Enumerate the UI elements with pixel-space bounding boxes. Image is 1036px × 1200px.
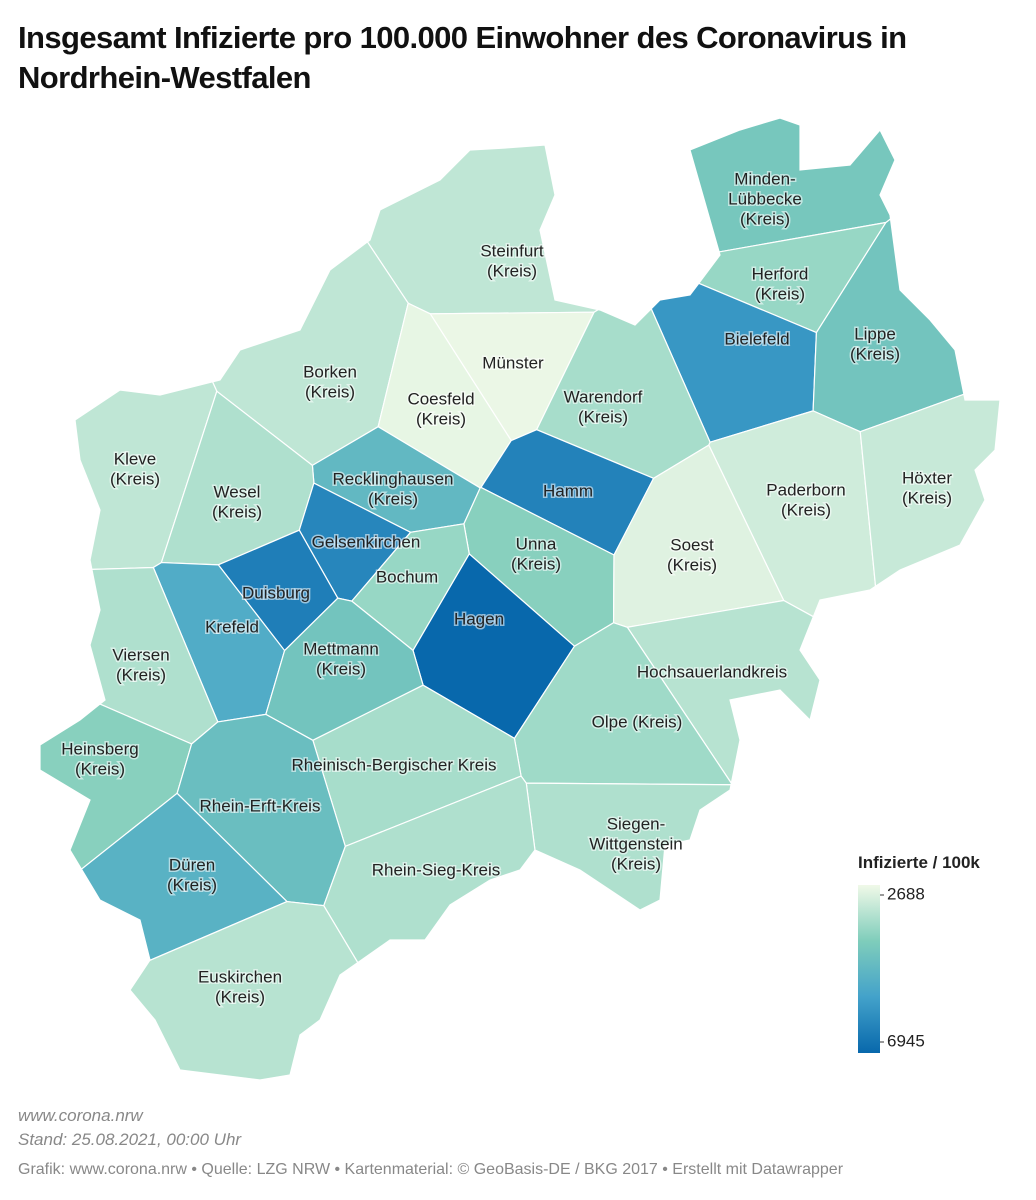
region-label: Wittgenstein [589, 834, 683, 853]
region-label: (Kreis) [902, 488, 952, 507]
region-label: Hamm [543, 481, 593, 500]
region-label: Hochsauerlandkreis [637, 662, 787, 681]
region-label: (Kreis) [487, 261, 537, 280]
legend-label: 2688 [887, 884, 925, 903]
region-label: Duisburg [242, 583, 310, 602]
region-label: (Kreis) [611, 854, 661, 873]
region-label: (Kreis) [416, 409, 466, 428]
region-label: Düren [169, 855, 215, 874]
region-label: Siegen- [607, 814, 666, 833]
legend-bar [858, 885, 880, 1053]
region-label: (Kreis) [667, 555, 717, 574]
region-label: Paderborn [766, 480, 845, 499]
region-label: Hagen [454, 609, 504, 628]
region-label: Gelsenkirchen [312, 532, 421, 551]
legend-title: Infizierte / 100k [858, 853, 980, 872]
region-label: (Kreis) [781, 500, 831, 519]
region-label: (Kreis) [511, 554, 561, 573]
region-label: (Kreis) [215, 987, 265, 1006]
region-label: Lippe [854, 324, 896, 343]
source-url: www.corona.nrw [18, 1106, 143, 1125]
region-label: (Kreis) [316, 659, 366, 678]
region-label: (Kreis) [850, 344, 900, 363]
region-label: Rhein-Sieg-Kreis [372, 860, 501, 879]
region [859, 393, 1001, 588]
region-label: (Kreis) [167, 875, 217, 894]
region-label: Euskirchen [198, 967, 282, 986]
region [323, 775, 536, 964]
region-label: (Kreis) [368, 489, 418, 508]
region-label: Coesfeld [407, 389, 474, 408]
region [80, 792, 289, 962]
region [129, 900, 359, 1081]
region-label: Olpe (Kreis) [592, 712, 683, 731]
region-label: (Kreis) [116, 665, 166, 684]
region-label: Rheinisch-Bergischer Kreis [291, 755, 496, 774]
region-label: Steinfurt [480, 241, 544, 260]
region-label: Minden- [734, 169, 795, 188]
region-label: Heinsberg [61, 739, 139, 758]
region-label: (Kreis) [212, 502, 262, 521]
region-label: Unna [516, 534, 557, 553]
region-label: (Kreis) [110, 469, 160, 488]
region-label: Bochum [376, 567, 438, 586]
date: Stand: 25.08.2021, 00:00 Uhr [18, 1130, 242, 1149]
region-label: Wesel [214, 482, 261, 501]
region-label: Mettmann [303, 639, 379, 658]
region-label: (Kreis) [305, 382, 355, 401]
region [626, 599, 821, 785]
region-label: Kleve [114, 449, 157, 468]
region-label: Recklinghausen [333, 469, 454, 488]
region-label: (Kreis) [740, 209, 790, 228]
region-label: Krefeld [205, 617, 259, 636]
region-label: Borken [303, 362, 357, 381]
region-label: Höxter [902, 468, 952, 487]
region-label: Herford [752, 264, 809, 283]
region-label: Viersen [112, 645, 169, 664]
region [366, 144, 600, 315]
region-labels: Minden-Lübbecke(Kreis)Steinfurt(Kreis) He… [60, 168, 954, 1008]
region-label: Rhein-Erft-Kreis [200, 796, 321, 815]
region-label: (Kreis) [75, 759, 125, 778]
legend-label: 6945 [887, 1031, 925, 1050]
region-label: Lübbecke [728, 189, 802, 208]
region-label: Bielefeld [724, 329, 789, 348]
title: Insgesamt Infizierte pro 100.000 Einwohn… [18, 20, 907, 95]
region-label: Münster [482, 353, 544, 372]
regions [39, 117, 1001, 1081]
region-label: Soest [670, 535, 714, 554]
region-label: Warendorf [564, 387, 643, 406]
region-label: (Kreis) [578, 407, 628, 426]
credits: Grafik: www.corona.nrw • Quelle: LZG NRW… [18, 1161, 844, 1178]
region-label: (Kreis) [755, 284, 805, 303]
